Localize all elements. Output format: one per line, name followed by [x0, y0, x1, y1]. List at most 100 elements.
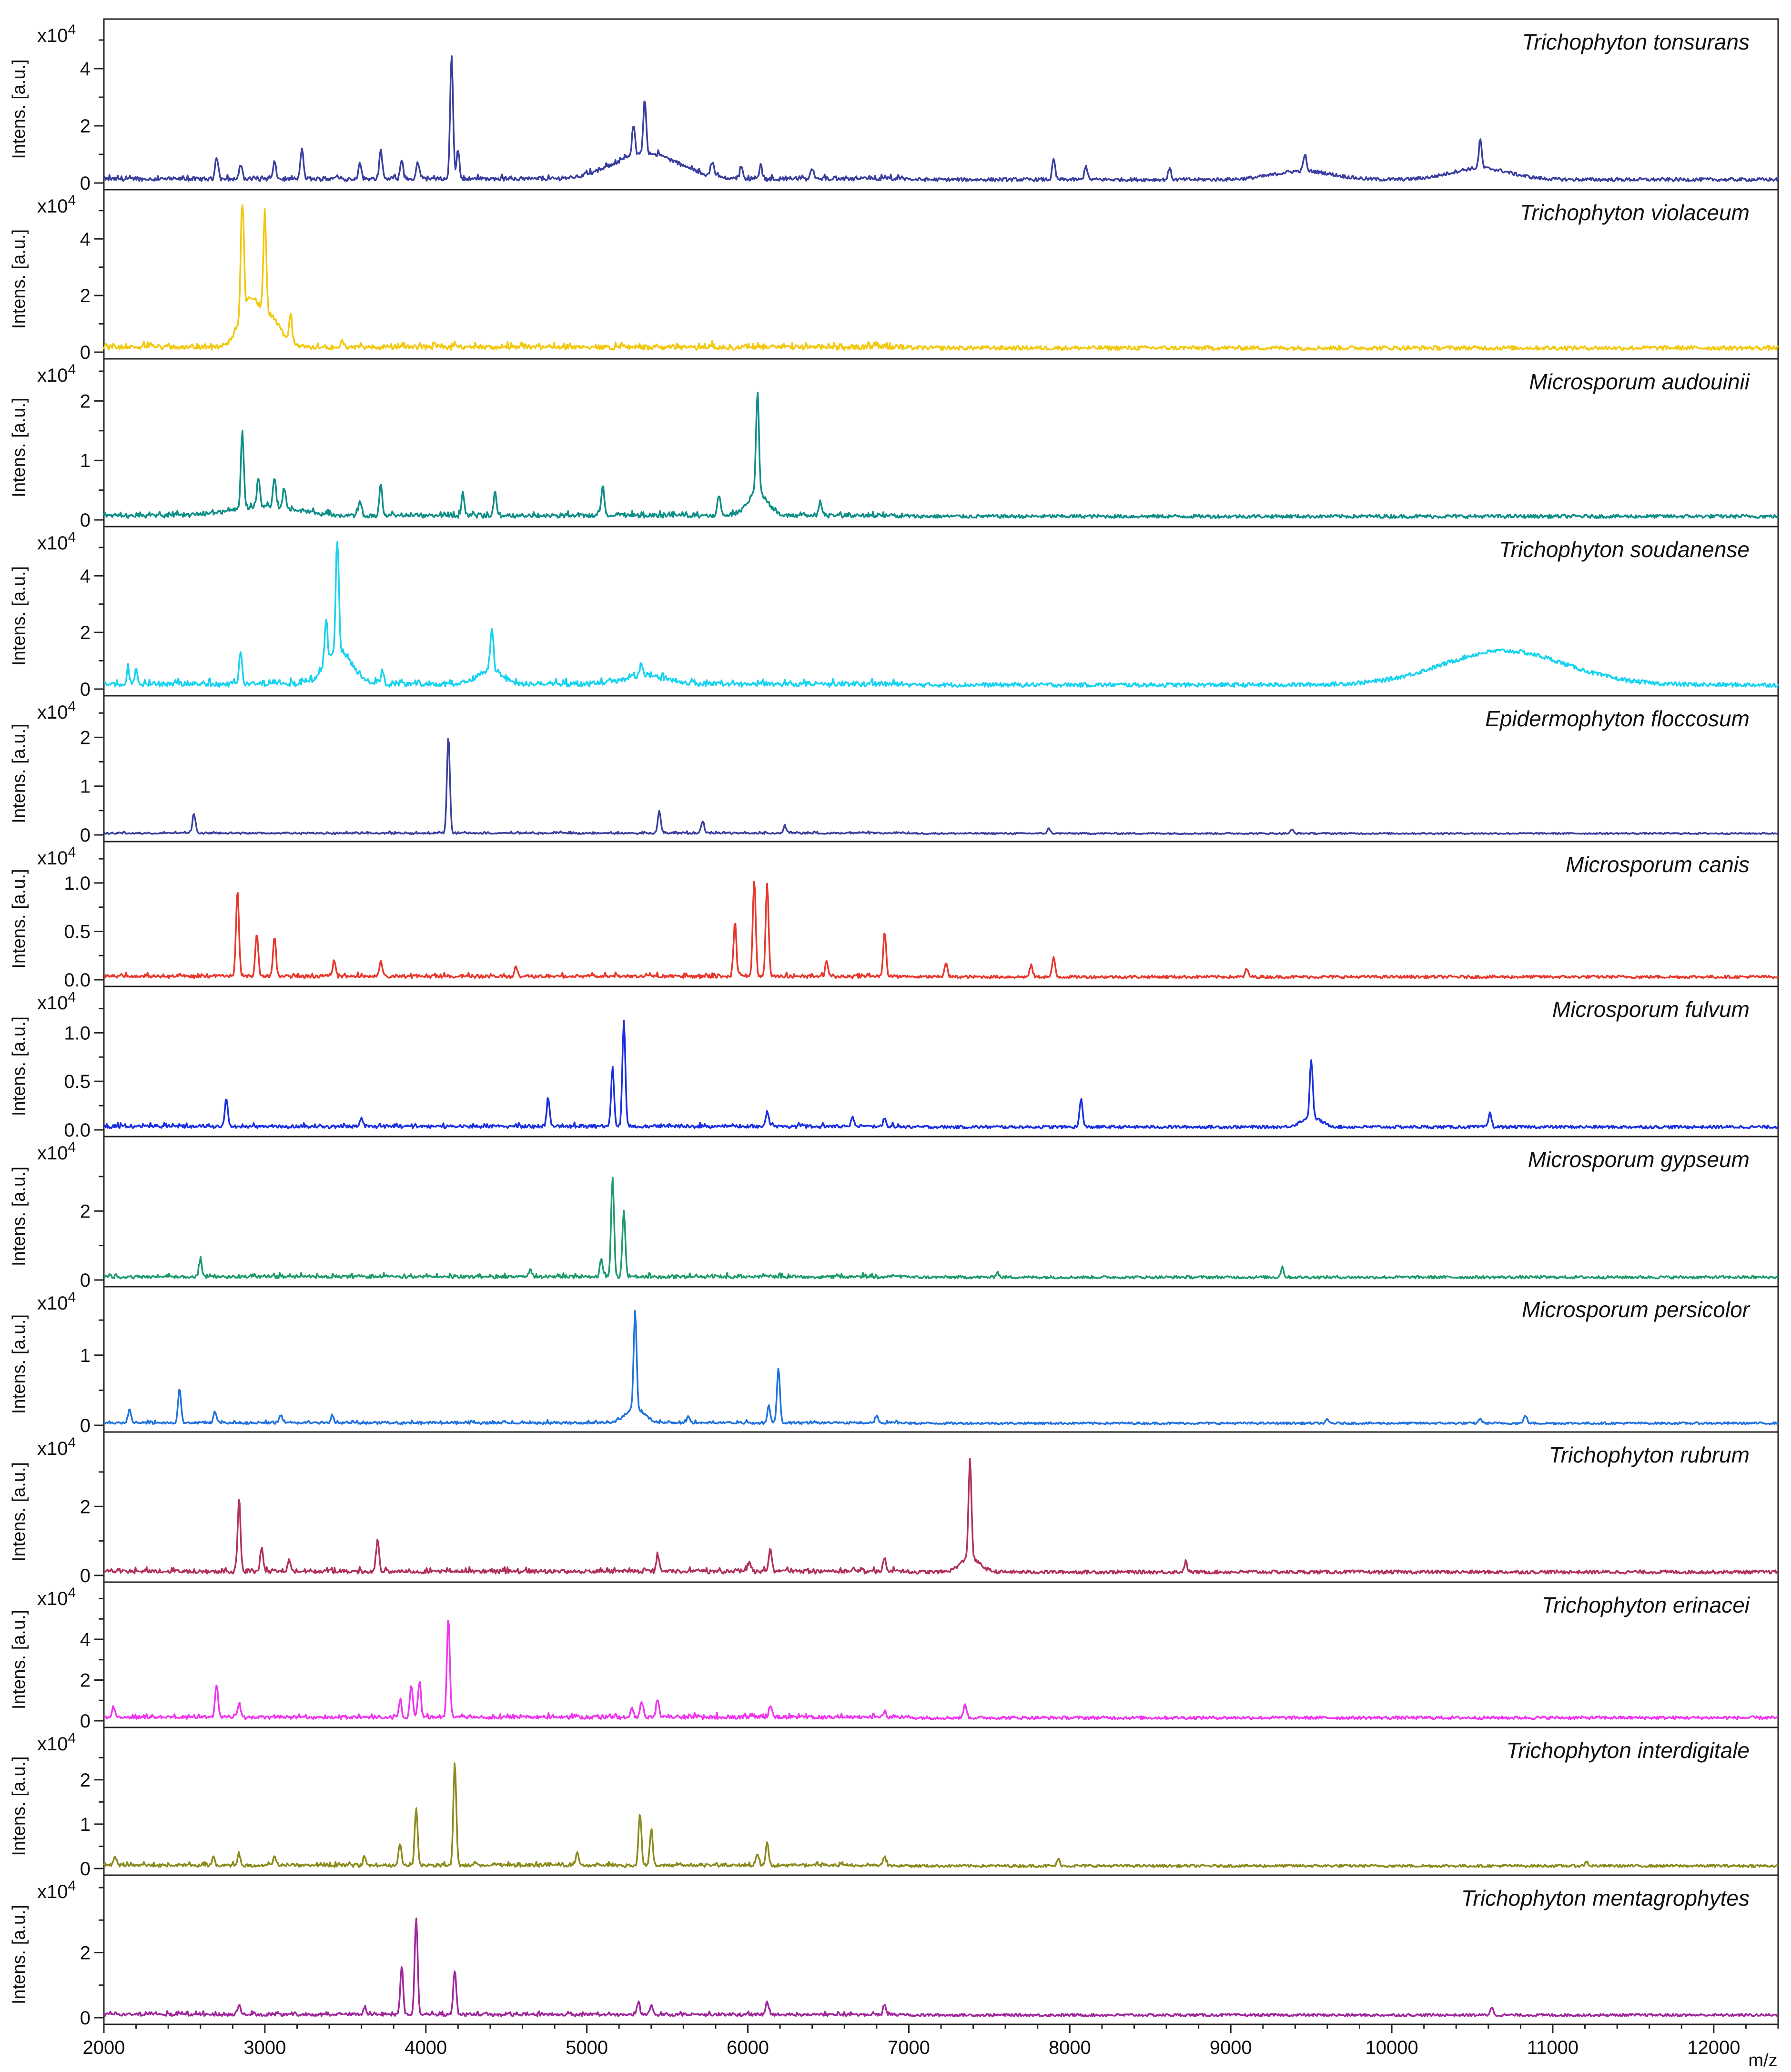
y-multiplier-base: x10 — [37, 993, 68, 1014]
x-tick-label: 12000 — [1687, 2037, 1740, 2058]
species-label: Epidermophyton floccosum — [1485, 706, 1750, 731]
y-multiplier-exponent: 4 — [68, 844, 76, 860]
y-multiplier: x104 — [37, 1585, 76, 1609]
y-axis-label: Intens. [a.u.] — [9, 1016, 29, 1116]
spectrum-line — [103, 1177, 1779, 1280]
x-tick-label: 7000 — [888, 2037, 930, 2058]
y-tick-label: 4 — [80, 1629, 91, 1650]
y-multiplier: x104 — [37, 1878, 76, 1902]
y-tick-label: 0.5 — [64, 921, 91, 942]
y-multiplier-base: x10 — [37, 848, 68, 869]
y-multiplier: x104 — [37, 529, 76, 554]
panel-frame — [103, 1136, 1779, 1288]
y-tick-label: 1 — [80, 1814, 91, 1835]
y-multiplier-exponent: 4 — [68, 1730, 76, 1746]
y-multiplier: x104 — [37, 362, 76, 386]
x-tick-label: 5000 — [566, 2037, 608, 2058]
species-label: Microsporum canis — [1566, 852, 1750, 877]
species-label: Microsporum persicolor — [1522, 1297, 1751, 1322]
y-tick-label: 0 — [80, 825, 91, 846]
y-tick-label: 0 — [80, 1415, 91, 1436]
panel-frame — [103, 358, 1779, 528]
y-tick-label: 2 — [80, 1201, 91, 1222]
y-multiplier-base: x10 — [37, 196, 68, 217]
x-axis-label: m/z — [1748, 2051, 1777, 2071]
y-multiplier-base: x10 — [37, 1143, 68, 1164]
y-multiplier-exponent: 4 — [68, 699, 76, 714]
y-axis-label: Intens. [a.u.] — [9, 397, 29, 497]
y-multiplier: x104 — [37, 699, 76, 723]
y-multiplier-base: x10 — [37, 1588, 68, 1609]
y-multiplier-exponent: 4 — [68, 1435, 76, 1451]
y-multiplier-base: x10 — [37, 1734, 68, 1755]
spectrum-line — [103, 541, 1779, 688]
y-tick-label: 0 — [80, 1859, 91, 1879]
panel-13: 0 2 x104 Intens. [a.u.] Trichophyton mentagr… — [9, 1874, 1779, 2029]
y-tick-label: 0 — [80, 173, 91, 194]
y-tick-label: 4 — [80, 566, 91, 587]
y-tick-label: 0 — [80, 679, 91, 700]
y-tick-label: 1 — [80, 1345, 91, 1366]
y-tick-label: 1.0 — [64, 1023, 91, 1044]
y-axis-label: Intens. [a.u.] — [9, 1905, 29, 2004]
x-tick-label: 4000 — [405, 2037, 447, 2058]
y-axis-label: Intens. [a.u.] — [9, 566, 29, 666]
y-axis-label: Intens. [a.u.] — [9, 1610, 29, 1709]
y-axis-label: Intens. [a.u.] — [9, 1756, 29, 1856]
species-label: Trichophyton tonsurans — [1522, 30, 1750, 54]
panel-8: 0 2 x104 Intens. [a.u.] Microsporum gypseum — [9, 1136, 1779, 1291]
spectrum-line — [103, 55, 1779, 183]
x-tick-label: 10000 — [1365, 2037, 1418, 2058]
y-axis-label: Intens. [a.u.] — [9, 723, 29, 823]
y-multiplier-exponent: 4 — [68, 1878, 76, 1894]
panel-9: 0 1 x104 Intens. [a.u.] Microsporum persicol… — [9, 1286, 1779, 1436]
spectrum-line — [103, 1762, 1779, 1868]
panel-frame — [103, 841, 1779, 987]
y-tick-label: 2 — [80, 1943, 91, 1964]
y-multiplier: x104 — [37, 989, 76, 1014]
species-label: Trichophyton interdigitale — [1506, 1738, 1750, 1763]
y-multiplier-exponent: 4 — [68, 1585, 76, 1601]
y-tick-label: 4 — [80, 59, 91, 80]
spectrum-line — [103, 204, 1779, 351]
y-tick-label: 4 — [80, 229, 91, 250]
x-tick-label: 8000 — [1049, 2037, 1091, 2058]
y-tick-label: 2 — [80, 391, 91, 412]
species-label: Trichophyton violaceum — [1520, 200, 1750, 225]
y-tick-label: 0.0 — [64, 970, 91, 991]
x-tick-label: 2000 — [83, 2037, 125, 2058]
y-multiplier: x104 — [37, 1730, 76, 1755]
panel-10: 0 2 x104 Intens. [a.u.] Trichophyton rubrum — [9, 1431, 1779, 1586]
y-multiplier-exponent: 4 — [68, 989, 76, 1005]
y-multiplier-exponent: 4 — [68, 362, 76, 377]
species-label: Microsporum audouinii — [1529, 369, 1751, 394]
y-tick-label: 2 — [80, 285, 91, 306]
spectrum-line — [103, 1310, 1779, 1425]
spectrum-line — [103, 392, 1779, 519]
y-multiplier-exponent: 4 — [68, 529, 76, 545]
y-multiplier-base: x10 — [37, 1881, 68, 1902]
species-label: Trichophyton soudanense — [1499, 537, 1750, 562]
panel-frame — [103, 1581, 1779, 1728]
y-axis-label: Intens. [a.u.] — [9, 869, 29, 968]
y-multiplier: x104 — [37, 1290, 76, 1314]
y-axis-label: Intens. [a.u.] — [9, 1314, 29, 1414]
y-multiplier: x104 — [37, 1435, 76, 1459]
y-tick-label: 0 — [80, 2008, 91, 2029]
species-label: Trichophyton mentagrophytes — [1461, 1886, 1750, 1910]
y-multiplier-exponent: 4 — [68, 1139, 76, 1155]
panel-frame — [103, 1431, 1779, 1583]
y-axis-label: Intens. [a.u.] — [9, 229, 29, 329]
y-tick-label: 2 — [80, 1770, 91, 1791]
species-label: Microsporum gypseum — [1528, 1147, 1750, 1172]
x-tick-label: 9000 — [1210, 2037, 1252, 2058]
spectrum-line — [103, 881, 1779, 979]
y-axis-label: Intens. [a.u.] — [9, 59, 29, 159]
species-label: Trichophyton rubrum — [1549, 1442, 1750, 1467]
